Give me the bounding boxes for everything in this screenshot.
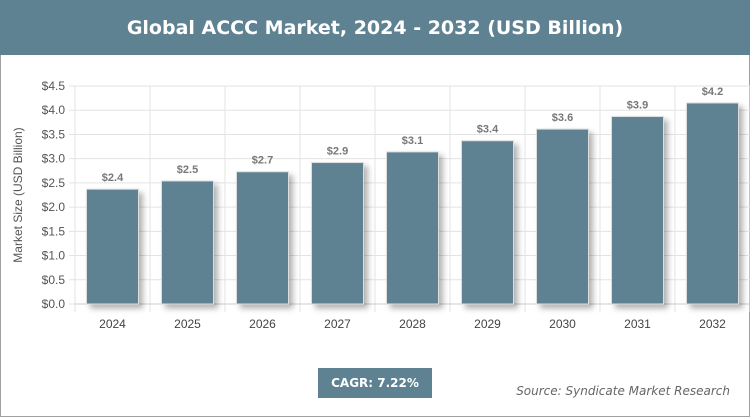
chart-title: Global ACCC Market, 2024 - 2032 (USD Bil…: [0, 0, 750, 55]
x-tick-label: 2027: [324, 317, 351, 331]
y-tick-label: $1.0: [42, 249, 66, 263]
data-label: $4.2: [702, 86, 723, 98]
x-tick-label: 2028: [399, 317, 426, 331]
cagr-badge: CAGR: 7.22%: [318, 368, 432, 398]
bar: [161, 180, 214, 305]
bar: [236, 171, 289, 305]
bar: [386, 151, 439, 305]
y-tick-label: $4.0: [42, 103, 66, 117]
data-label: $2.9: [327, 146, 348, 158]
x-tick-label: 2026: [249, 317, 276, 331]
data-label: $2.5: [177, 164, 198, 176]
y-tick-label: $1.5: [42, 224, 66, 238]
bar: [611, 116, 664, 305]
y-tick-label: $2.5: [42, 176, 66, 190]
source-note: Source: Syndicate Market Research: [516, 384, 730, 398]
x-tick-label: 2030: [549, 317, 576, 331]
data-label: $3.6: [552, 112, 573, 124]
y-tick-label: $0.5: [42, 273, 66, 287]
data-label: $2.7: [252, 155, 273, 167]
x-tick-label: 2024: [99, 317, 126, 331]
data-label: $3.4: [477, 124, 499, 136]
bar: [86, 188, 139, 305]
x-tick-label: 2025: [174, 317, 201, 331]
bar: [461, 140, 514, 305]
bar: [536, 128, 589, 305]
bar: [311, 162, 364, 305]
x-tick-label: 2031: [624, 317, 651, 331]
data-label: $3.1: [402, 135, 423, 147]
data-label: $2.4: [102, 172, 124, 184]
x-tick-label: 2029: [474, 317, 501, 331]
data-label: $3.9: [627, 100, 648, 112]
y-axis-label: Market Size (USD Billion): [11, 127, 25, 262]
y-tick-label: $4.5: [42, 79, 66, 93]
x-tick-label: 2032: [699, 317, 726, 331]
y-tick-label: $2.0: [42, 200, 66, 214]
y-tick-label: $0.0: [42, 297, 66, 311]
y-tick-label: $3.0: [42, 152, 66, 166]
y-tick-label: $3.5: [42, 127, 66, 141]
bar: [686, 102, 739, 305]
